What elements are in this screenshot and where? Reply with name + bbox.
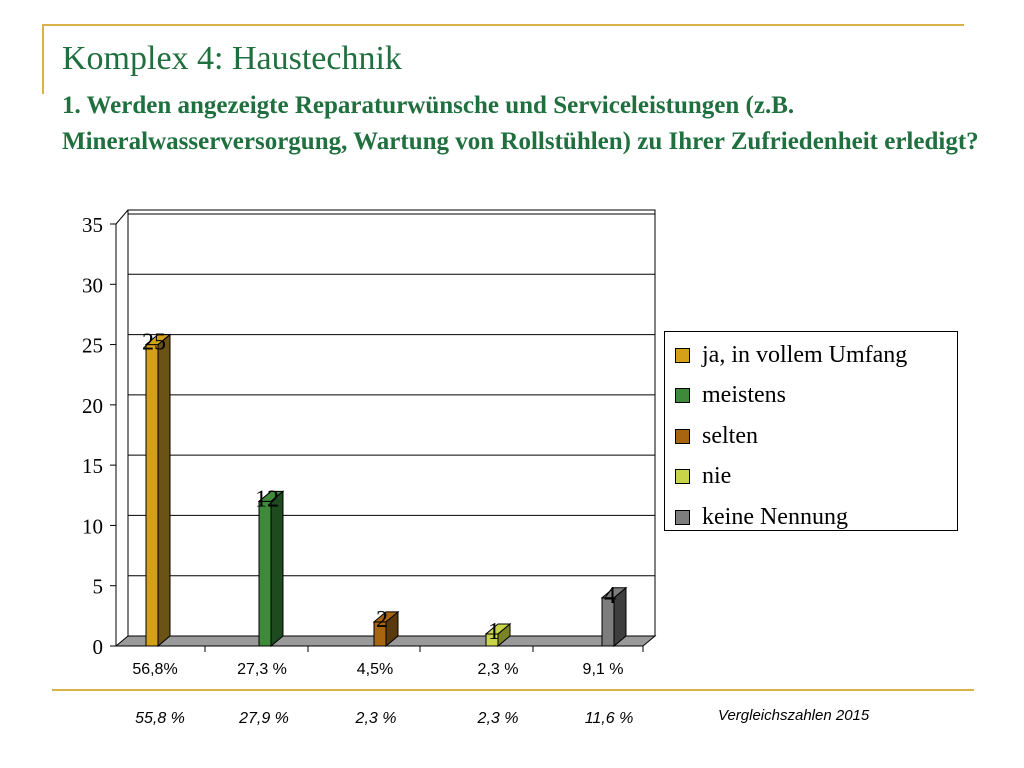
legend-item-selten: selten bbox=[675, 421, 758, 451]
data-label-ja: 25 bbox=[142, 330, 166, 356]
y-tick-label-35: 35 bbox=[82, 213, 103, 237]
legend-item-keine-nennung: keine Nennung bbox=[675, 502, 848, 532]
percentage-comparison-nie: 2,3 % bbox=[477, 710, 519, 727]
legend-label-keine-nennung: keine Nennung bbox=[702, 503, 848, 530]
chart-legend: ja, in vollem Umfang meistens selten nie… bbox=[664, 331, 958, 531]
percentage-current-meistens: 27,3 % bbox=[237, 661, 287, 678]
data-label-keine-nennung: 4 bbox=[604, 583, 616, 609]
percentage-current-ja: 56,8% bbox=[132, 661, 178, 678]
y-tick-label-5: 5 bbox=[93, 575, 104, 599]
bar-front-ja bbox=[145, 344, 159, 647]
decorative-left-line bbox=[42, 24, 44, 94]
y-axis-top-connector bbox=[115, 209, 129, 225]
bar-top-ja bbox=[144, 334, 172, 346]
plot-back-wall bbox=[127, 209, 656, 637]
bar-top-keine-nennung bbox=[600, 587, 628, 599]
percentage-current-keine-nennung: 9,1 % bbox=[582, 661, 624, 678]
y-tick-label-25: 25 bbox=[82, 334, 103, 358]
slide-title: Komplex 4: Haustechnik bbox=[62, 40, 402, 77]
bar-top-nie bbox=[484, 623, 512, 635]
percentage-comparison-keine-nennung: 11,6 % bbox=[584, 710, 634, 727]
legend-item-meistens: meistens bbox=[675, 380, 786, 410]
legend-label-nie: nie bbox=[702, 462, 732, 489]
y-tick-label-10: 10 bbox=[82, 514, 103, 538]
y-tick-label-20: 20 bbox=[82, 394, 103, 418]
percentage-current-nie: 2,3 % bbox=[477, 661, 519, 678]
y-tick-label-0: 0 bbox=[93, 635, 104, 659]
percentage-comparison-selten: 2,3 % bbox=[355, 710, 397, 727]
comparison-label: Vergleichszahlen 2015 bbox=[718, 707, 870, 724]
y-tick-label-30: 30 bbox=[82, 273, 103, 297]
legend-label-ja: ja, in vollem Umfang bbox=[702, 341, 908, 368]
legend-item-ja: ja, in vollem Umfang bbox=[675, 340, 907, 370]
legend-swatch-nie bbox=[675, 468, 690, 484]
bar-top-selten bbox=[372, 611, 400, 623]
bar-side-ja bbox=[157, 333, 171, 648]
bar-side-meistens bbox=[270, 490, 284, 648]
decorative-bottom-line bbox=[52, 689, 974, 691]
legend-swatch-ja bbox=[675, 347, 690, 363]
bar-top-meistens bbox=[257, 490, 285, 502]
legend-swatch-selten bbox=[675, 428, 690, 444]
y-tick-label-15: 15 bbox=[82, 454, 103, 478]
legend-swatch-keine-nennung bbox=[675, 509, 690, 525]
bar-front-meistens bbox=[258, 500, 272, 647]
legend-swatch-meistens bbox=[675, 387, 690, 403]
percentage-comparison-ja: 55,8 % bbox=[135, 710, 185, 727]
decorative-top-line bbox=[42, 24, 964, 26]
data-label-meistens: 12 bbox=[255, 486, 279, 512]
percentage-current-selten: 4,5% bbox=[356, 661, 394, 678]
data-label-nie: 1 bbox=[488, 619, 500, 645]
percentage-comparison-meistens: 27,9 % bbox=[239, 710, 289, 727]
legend-label-selten: selten bbox=[702, 422, 758, 449]
legend-label-meistens: meistens bbox=[702, 381, 786, 408]
legend-item-nie: nie bbox=[675, 461, 731, 491]
data-label-selten: 2 bbox=[376, 607, 388, 633]
slide-question: 1. Werden angezeigte Reparaturwünsche un… bbox=[62, 92, 979, 155]
